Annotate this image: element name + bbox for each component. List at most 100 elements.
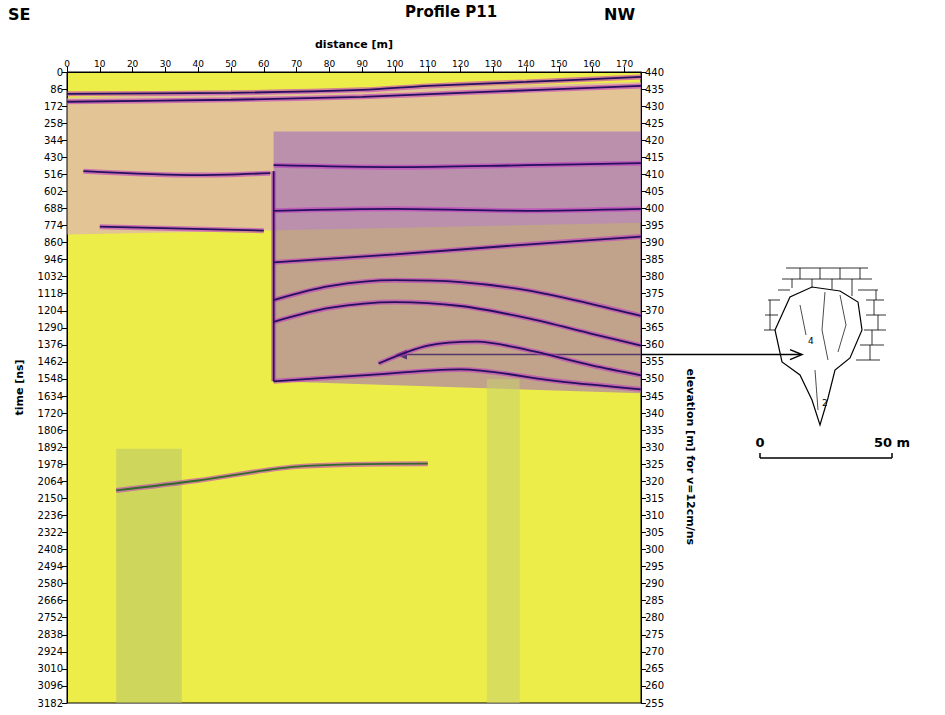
svg-text:170: 170	[616, 59, 633, 69]
svg-text:1118: 1118	[38, 288, 63, 299]
svg-text:295: 295	[645, 561, 664, 572]
svg-text:946: 946	[44, 254, 63, 265]
svg-text:430: 430	[44, 152, 63, 163]
svg-text:1634: 1634	[38, 391, 63, 402]
svg-text:420: 420	[645, 135, 664, 146]
svg-text:285: 285	[645, 595, 664, 606]
svg-text:280: 280	[645, 612, 664, 623]
svg-text:1892: 1892	[38, 442, 63, 453]
svg-text:4: 4	[808, 336, 814, 346]
svg-text:70: 70	[291, 59, 303, 69]
svg-text:435: 435	[645, 84, 664, 95]
svg-text:330: 330	[645, 442, 664, 453]
svg-text:160: 160	[583, 59, 600, 69]
svg-text:2666: 2666	[38, 595, 63, 606]
svg-text:Profile P11: Profile P11	[405, 3, 497, 21]
svg-text:time [ns]: time [ns]	[13, 359, 26, 415]
svg-text:400: 400	[645, 203, 664, 214]
svg-text:1548: 1548	[38, 373, 63, 384]
svg-text:688: 688	[44, 203, 63, 214]
svg-text:1290: 1290	[38, 322, 63, 333]
svg-text:774: 774	[44, 220, 63, 231]
svg-text:260: 260	[645, 680, 664, 691]
svg-text:345: 345	[645, 391, 664, 402]
svg-text:140: 140	[518, 59, 535, 69]
svg-text:1720: 1720	[38, 408, 63, 419]
svg-text:60: 60	[258, 59, 270, 69]
svg-text:2150: 2150	[38, 493, 63, 504]
svg-text:380: 380	[645, 271, 664, 282]
svg-text:270: 270	[645, 646, 664, 657]
svg-text:405: 405	[645, 186, 664, 197]
svg-text:130: 130	[485, 59, 502, 69]
svg-text:440: 440	[645, 67, 664, 78]
svg-text:365: 365	[645, 322, 664, 333]
svg-text:258: 258	[44, 118, 63, 129]
svg-text:110: 110	[419, 59, 436, 69]
svg-text:0: 0	[64, 59, 70, 69]
svg-text:370: 370	[645, 305, 664, 316]
svg-text:430: 430	[645, 101, 664, 112]
svg-text:0: 0	[57, 67, 63, 78]
svg-text:385: 385	[645, 254, 664, 265]
svg-text:3010: 3010	[38, 663, 63, 674]
svg-text:90: 90	[356, 59, 368, 69]
svg-text:3096: 3096	[38, 680, 63, 691]
svg-text:86: 86	[50, 84, 63, 95]
svg-text:415: 415	[645, 152, 664, 163]
svg-text:80: 80	[324, 59, 336, 69]
svg-text:1806: 1806	[38, 425, 63, 436]
svg-text:120: 120	[452, 59, 469, 69]
svg-text:2236: 2236	[38, 510, 63, 521]
svg-text:150: 150	[550, 59, 567, 69]
svg-text:335: 335	[645, 425, 664, 436]
svg-text:30: 30	[160, 59, 172, 69]
svg-text:602: 602	[44, 186, 63, 197]
svg-text:1376: 1376	[38, 339, 63, 350]
svg-text:516: 516	[44, 169, 63, 180]
svg-text:1978: 1978	[38, 459, 63, 470]
svg-text:340: 340	[645, 408, 664, 419]
svg-text:20: 20	[127, 59, 139, 69]
svg-text:2924: 2924	[38, 646, 63, 657]
svg-text:425: 425	[645, 118, 664, 129]
svg-text:SE: SE	[8, 5, 30, 24]
svg-text:2064: 2064	[38, 476, 63, 487]
svg-text:10: 10	[94, 59, 106, 69]
svg-text:2494: 2494	[38, 561, 63, 572]
svg-text:1462: 1462	[38, 356, 63, 367]
svg-text:255: 255	[645, 698, 664, 709]
svg-text:410: 410	[645, 169, 664, 180]
svg-text:50: 50	[225, 59, 237, 69]
svg-text:320: 320	[645, 476, 664, 487]
svg-text:305: 305	[645, 527, 664, 538]
svg-text:2: 2	[822, 398, 828, 408]
svg-text:3182: 3182	[38, 698, 63, 709]
svg-text:elevation [m] for v=12cm/ns: elevation [m] for v=12cm/ns	[684, 369, 697, 546]
svg-text:375: 375	[645, 288, 664, 299]
svg-text:390: 390	[645, 237, 664, 248]
svg-text:360: 360	[645, 339, 664, 350]
svg-text:275: 275	[645, 629, 664, 640]
svg-text:2752: 2752	[38, 612, 63, 623]
svg-text:0: 0	[755, 435, 764, 450]
svg-text:350: 350	[645, 373, 664, 384]
svg-text:325: 325	[645, 459, 664, 470]
svg-text:290: 290	[645, 578, 664, 589]
svg-text:2408: 2408	[38, 544, 63, 555]
svg-text:860: 860	[44, 237, 63, 248]
svg-text:344: 344	[44, 135, 63, 146]
svg-text:distance [m]: distance [m]	[315, 38, 393, 51]
svg-text:1204: 1204	[38, 305, 63, 316]
svg-text:100: 100	[386, 59, 403, 69]
svg-text:50 m: 50 m	[874, 435, 910, 450]
svg-text:315: 315	[645, 493, 664, 504]
svg-text:172: 172	[44, 101, 63, 112]
svg-text:1032: 1032	[38, 271, 63, 282]
svg-text:2322: 2322	[38, 527, 63, 538]
svg-text:355: 355	[645, 356, 664, 367]
svg-text:395: 395	[645, 220, 664, 231]
svg-text:2838: 2838	[38, 629, 63, 640]
svg-text:300: 300	[645, 544, 664, 555]
svg-text:310: 310	[645, 510, 664, 521]
